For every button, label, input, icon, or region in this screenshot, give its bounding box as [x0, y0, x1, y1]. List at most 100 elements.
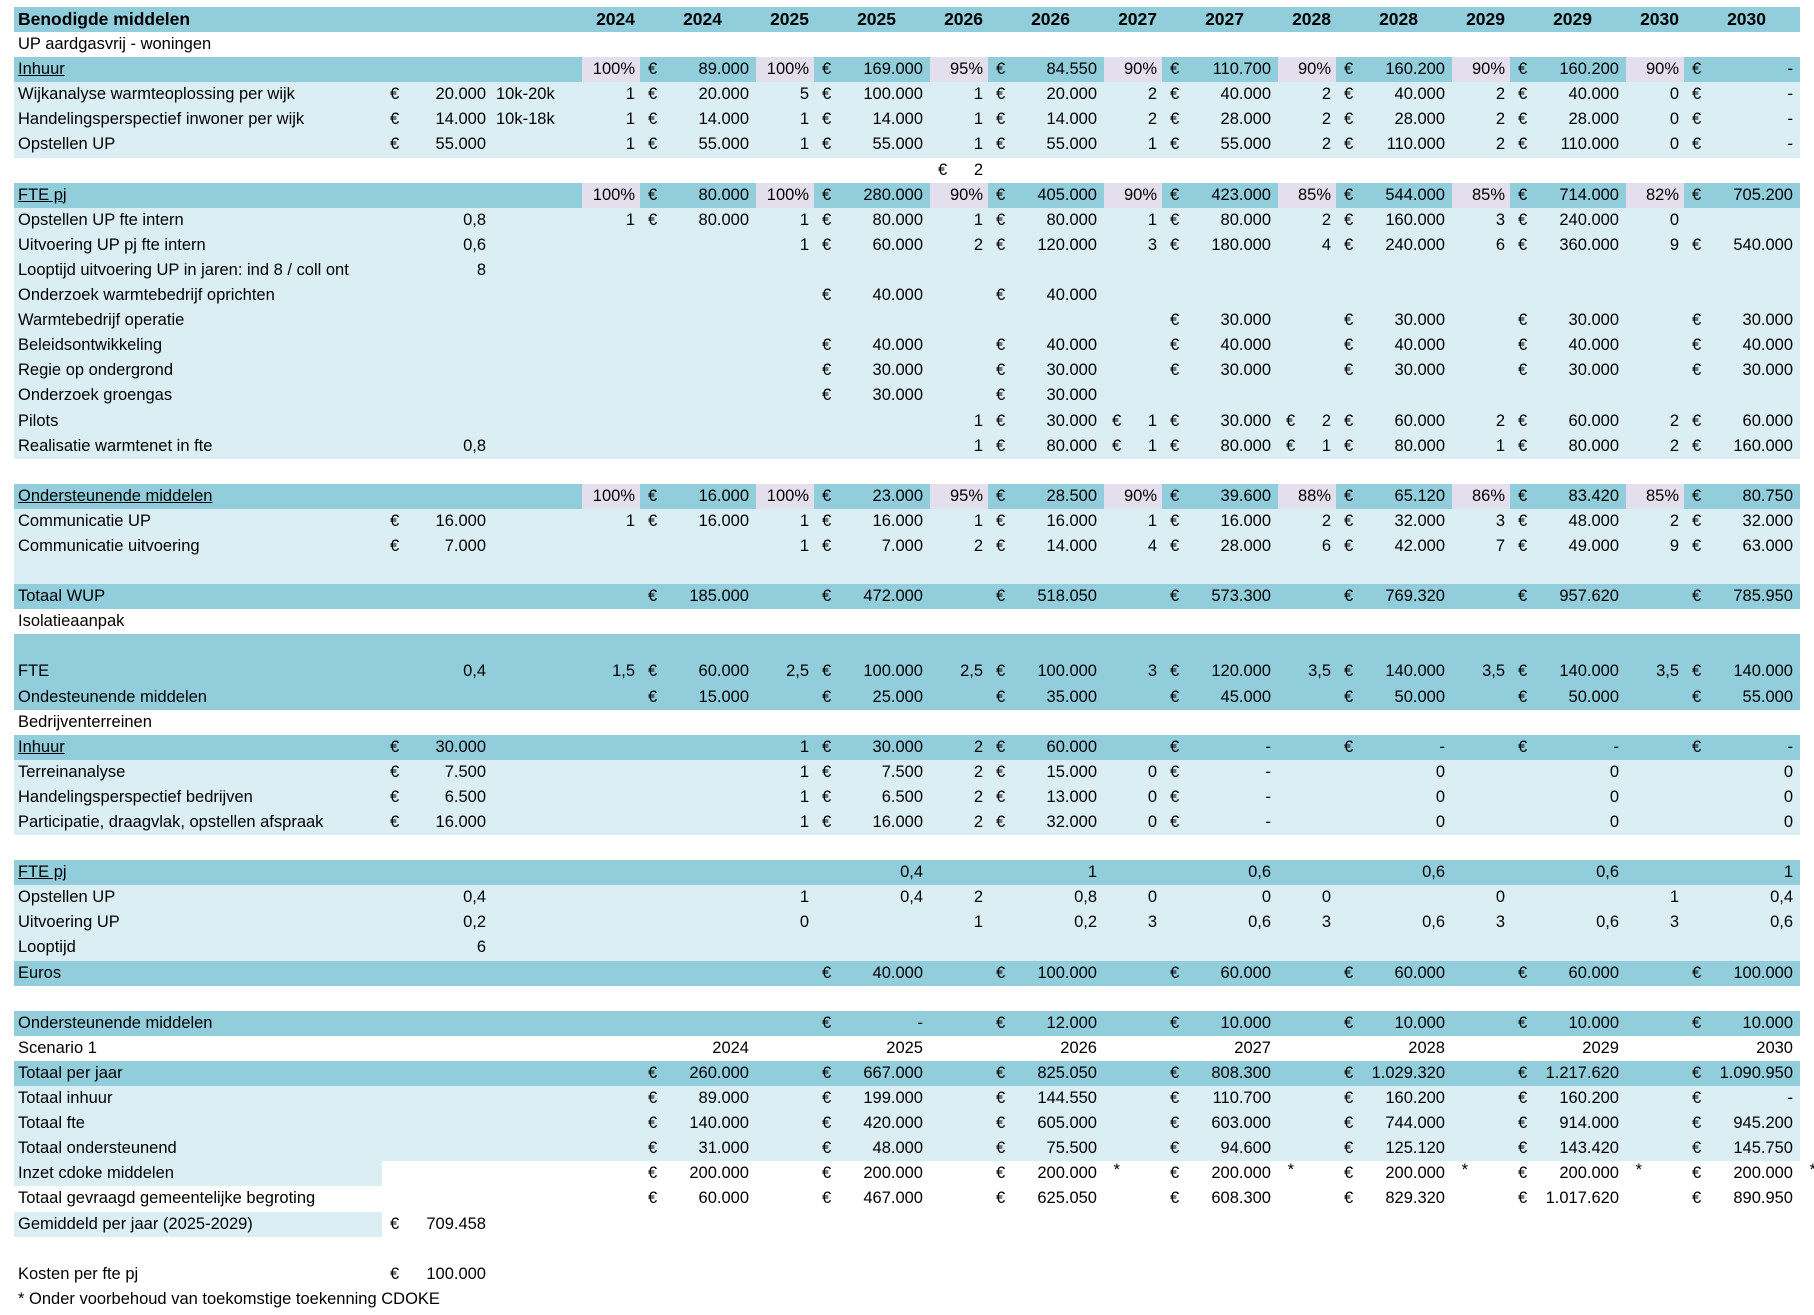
count-cell[interactable]: [582, 1212, 640, 1237]
count-cell[interactable]: 2: [1278, 509, 1336, 534]
count-cell[interactable]: [582, 1011, 640, 1036]
row-label-cell[interactable]: Ondersteunende middelen: [14, 1011, 382, 1036]
base-value-cell[interactable]: [382, 1011, 492, 1036]
amount-cell[interactable]: € -: [1162, 760, 1278, 785]
range-cell[interactable]: 10k-18k: [492, 107, 582, 132]
count-cell[interactable]: [1452, 835, 1510, 860]
amount-cell[interactable]: €6.500: [814, 785, 930, 810]
amount-cell[interactable]: [1510, 609, 1626, 634]
count-cell[interactable]: [1452, 559, 1510, 584]
count-cell[interactable]: [756, 634, 814, 659]
amount-cell[interactable]: [814, 1262, 930, 1287]
count-cell[interactable]: [930, 383, 988, 408]
amount-cell[interactable]: [1510, 935, 1626, 960]
amount-cell[interactable]: €1.029.320: [1336, 1061, 1452, 1086]
count-cell[interactable]: 88%: [1278, 483, 1336, 509]
count-cell[interactable]: 1: [582, 82, 640, 107]
count-cell[interactable]: [1278, 283, 1336, 308]
amount-cell[interactable]: [1336, 158, 1452, 183]
count-cell[interactable]: [582, 634, 640, 659]
amount-cell[interactable]: [1684, 609, 1800, 634]
amount-cell[interactable]: €55.000: [814, 132, 930, 157]
count-cell[interactable]: [582, 158, 640, 183]
range-cell[interactable]: [492, 1111, 582, 1136]
amount-cell[interactable]: [814, 559, 930, 584]
count-cell[interactable]: 6: [1278, 534, 1336, 559]
amount-cell[interactable]: [1162, 283, 1278, 308]
count-cell[interactable]: [756, 283, 814, 308]
amount-cell[interactable]: [988, 1212, 1104, 1237]
count-cell[interactable]: 2030: [1626, 7, 1684, 32]
count-cell[interactable]: [930, 1212, 988, 1237]
amount-cell[interactable]: [640, 609, 756, 634]
amount-cell[interactable]: [640, 935, 756, 960]
amount-cell[interactable]: €16.000: [814, 810, 930, 835]
count-cell[interactable]: [756, 1237, 814, 1262]
amount-cell[interactable]: 0,6: [1510, 860, 1626, 885]
amount-cell[interactable]: [1510, 258, 1626, 283]
count-cell[interactable]: [1626, 810, 1684, 835]
base-value-cell[interactable]: [382, 986, 492, 1011]
count-cell[interactable]: 85%: [1626, 483, 1684, 509]
count-cell[interactable]: [582, 1036, 640, 1061]
count-cell[interactable]: [1452, 1011, 1510, 1036]
row-label-cell[interactable]: Warmtebedrijf operatie: [14, 308, 382, 333]
count-cell[interactable]: [1104, 158, 1162, 183]
amount-cell[interactable]: 0: [1336, 785, 1452, 810]
amount-cell[interactable]: [1510, 710, 1626, 735]
count-cell[interactable]: 2: [1104, 107, 1162, 132]
count-cell[interactable]: [1452, 986, 1510, 1011]
count-cell[interactable]: [756, 1036, 814, 1061]
count-cell[interactable]: [582, 358, 640, 383]
count-cell[interactable]: 1: [582, 107, 640, 132]
count-cell[interactable]: [1278, 358, 1336, 383]
amount-cell[interactable]: 0,6: [1510, 910, 1626, 935]
base-value-cell[interactable]: [382, 459, 492, 484]
amount-cell[interactable]: €1.217.620: [1510, 1061, 1626, 1086]
amount-cell[interactable]: [1336, 835, 1452, 860]
count-cell[interactable]: 1: [1626, 885, 1684, 910]
amount-cell[interactable]: [1336, 634, 1452, 659]
range-cell[interactable]: [492, 1011, 582, 1036]
range-cell[interactable]: [492, 534, 582, 559]
count-cell[interactable]: [582, 910, 640, 935]
count-cell[interactable]: 4: [1104, 534, 1162, 559]
amount-cell[interactable]: € -: [1684, 132, 1800, 157]
amount-cell[interactable]: €100.000: [814, 659, 930, 684]
amount-cell[interactable]: 2028: [1336, 7, 1452, 32]
amount-cell[interactable]: [1684, 1287, 1800, 1312]
amount-cell[interactable]: [1336, 1262, 1452, 1287]
count-cell[interactable]: 82%: [1626, 182, 1684, 208]
count-cell[interactable]: [930, 1161, 988, 1186]
amount-cell[interactable]: [1684, 283, 1800, 308]
amount-cell[interactable]: [640, 308, 756, 333]
count-cell[interactable]: [582, 233, 640, 258]
amount-cell[interactable]: [640, 559, 756, 584]
amount-cell[interactable]: €40.000: [988, 283, 1104, 308]
amount-cell[interactable]: 2029: [1510, 1036, 1626, 1061]
amount-cell[interactable]: [1510, 835, 1626, 860]
range-cell[interactable]: [492, 484, 582, 509]
amount-cell[interactable]: [1162, 559, 1278, 584]
count-cell[interactable]: [756, 986, 814, 1011]
count-cell[interactable]: [1452, 634, 1510, 659]
base-value-cell[interactable]: 0,8: [382, 208, 492, 233]
count-cell[interactable]: 1: [1104, 208, 1162, 233]
range-cell[interactable]: [492, 409, 582, 434]
amount-cell[interactable]: €12.000: [988, 1011, 1104, 1036]
count-cell[interactable]: [1278, 986, 1336, 1011]
row-label-cell[interactable]: [14, 559, 382, 584]
count-cell[interactable]: [1104, 584, 1162, 609]
count-cell[interactable]: [1104, 735, 1162, 760]
amount-cell[interactable]: [988, 308, 1104, 333]
count-cell[interactable]: [1452, 1111, 1510, 1136]
range-cell[interactable]: [492, 735, 582, 760]
range-cell[interactable]: [492, 710, 582, 735]
amount-cell[interactable]: 0,2: [988, 910, 1104, 935]
count-cell[interactable]: [1452, 685, 1510, 710]
count-cell[interactable]: 0: [1626, 132, 1684, 157]
count-cell[interactable]: [1278, 308, 1336, 333]
count-cell[interactable]: [582, 860, 640, 885]
count-cell[interactable]: 90%: [1104, 483, 1162, 509]
amount-cell[interactable]: €30.000: [1336, 358, 1452, 383]
